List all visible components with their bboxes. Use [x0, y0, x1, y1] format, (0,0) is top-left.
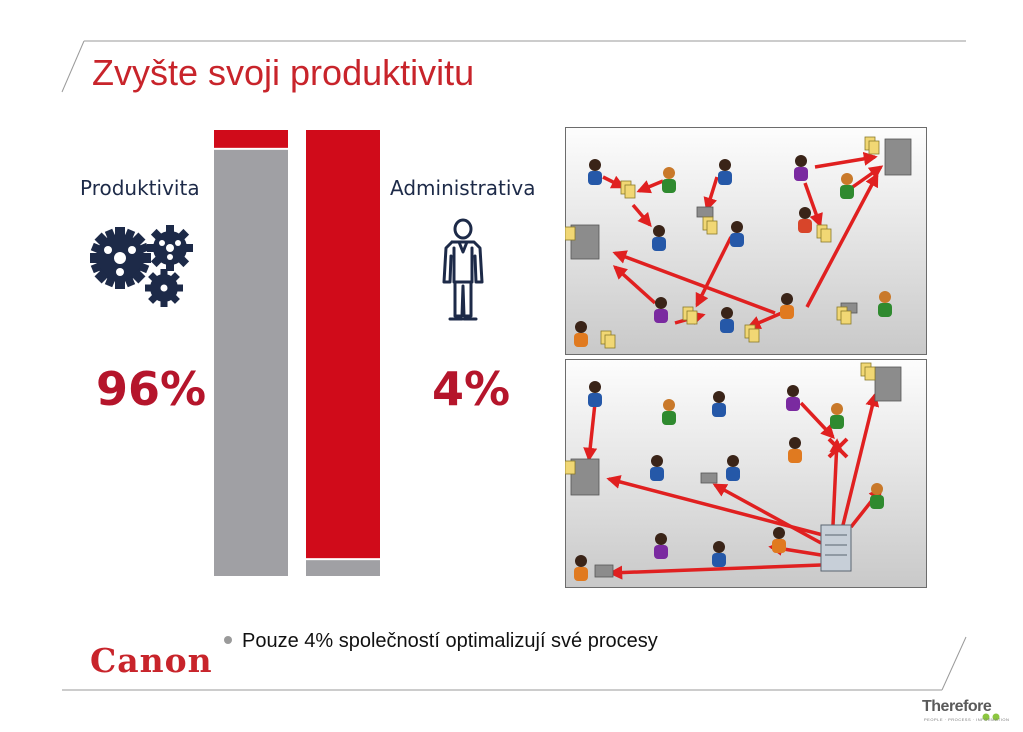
- stacked-bar-chart: [214, 130, 380, 576]
- bar-administration-admin-segment: [306, 130, 380, 559]
- people-icons: [574, 155, 892, 347]
- therefore-tagline: PEOPLE · PROCESS · INFORMATION: [924, 717, 1010, 722]
- top-frame-slash: [61, 40, 85, 93]
- person-icon: [442, 218, 484, 321]
- gears-icon: [90, 225, 193, 307]
- printers: [570, 366, 902, 578]
- administration-percent: 4%: [432, 362, 511, 416]
- productivity-percent: 96%: [96, 362, 207, 416]
- bottom-frame-slash: [941, 636, 967, 691]
- therefore-logo: Therefore: [922, 698, 992, 715]
- people-icons: [574, 381, 884, 581]
- canon-logo: Canon: [90, 641, 213, 680]
- printers: [570, 138, 912, 314]
- administration-label: Administrativa: [390, 176, 536, 200]
- bullet-text: Pouze 4% společností optimalizují své pr…: [242, 630, 658, 652]
- therefore-logo-dots: [982, 713, 1000, 721]
- bullet-dot: [224, 635, 232, 644]
- productivity-label: Produktivita: [80, 176, 200, 200]
- x-mark-icon: [827, 437, 849, 459]
- server: [820, 524, 852, 572]
- centralized-workflow-diagram: [565, 362, 902, 581]
- chaotic-workflow-diagram: [565, 136, 912, 349]
- documents: [565, 136, 880, 349]
- slide-title: Zvyšte svoji produktivitu: [92, 52, 475, 93]
- documents: [565, 362, 876, 475]
- bullet-point: Pouze 4% společností optimalizují své pr…: [224, 630, 658, 653]
- bar-productivity-admin-segment: [214, 130, 288, 148]
- bar-productivity-productivity-segment: [214, 149, 288, 576]
- bar-administration-productivity-segment: [306, 560, 380, 576]
